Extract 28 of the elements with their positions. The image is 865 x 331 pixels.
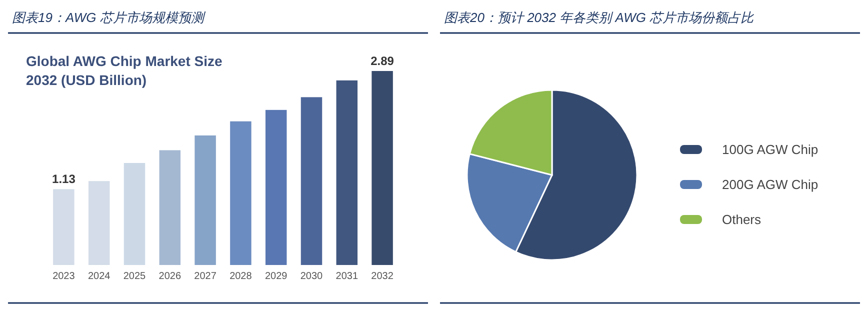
bar — [194, 135, 216, 265]
bar — [88, 181, 110, 265]
data-label: 1.13 — [52, 172, 76, 186]
chart-title: 图表19：AWG 芯片市场规模预测 — [12, 10, 206, 25]
x-tick-label: 2026 — [158, 271, 182, 282]
bar — [265, 110, 287, 265]
bar — [336, 80, 358, 265]
bar — [124, 162, 146, 265]
bar — [230, 121, 252, 265]
legend-label: 200G AGW Chip — [722, 177, 818, 192]
x-tick-label: 2030 — [300, 271, 324, 282]
legend-label: 100G AGW Chip — [722, 142, 818, 157]
x-tick-label: 2025 — [123, 271, 146, 282]
x-tick-label: 2031 — [336, 271, 358, 282]
bar — [159, 150, 181, 265]
x-tick-label: 2032 — [371, 271, 394, 282]
x-tick-label: 2027 — [194, 271, 217, 282]
bar — [300, 97, 322, 265]
x-tick-label: 2028 — [230, 271, 252, 282]
bar — [372, 71, 393, 265]
x-tick-label: 2029 — [264, 271, 288, 282]
x-tick-label: 2023 — [52, 271, 76, 282]
chart-subtitle: Global AWG Chip Market Size 2032 (USD Billion) — [26, 53, 222, 88]
x-tick-label: 2024 — [88, 271, 111, 282]
data-label: 2.89 — [370, 54, 394, 68]
chart-title: 图表20：预计 2032 年各类别 AWG 芯片市场份额占比 — [444, 10, 755, 25]
bar — [53, 189, 74, 265]
legend-label: Others — [722, 212, 762, 227]
